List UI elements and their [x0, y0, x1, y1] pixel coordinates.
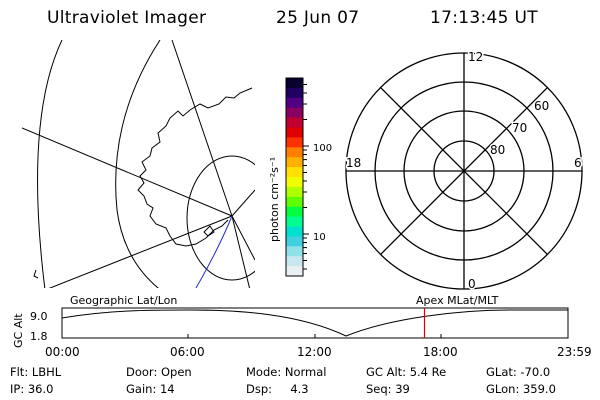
- ip-field: IP: 36.0: [10, 382, 54, 396]
- mlt-label-12: 12: [468, 50, 483, 64]
- colorbar-cell: [286, 236, 303, 247]
- map-meridian-2: [48, 215, 233, 288]
- colorbar-cell: [286, 87, 303, 99]
- map-latitude-arc-outer: [37, 40, 63, 288]
- colorbar-cell: [286, 186, 303, 198]
- colorbar-cell: [286, 246, 303, 257]
- timeline-x-tick-0000: 00:00: [45, 345, 80, 359]
- colorbar-cell: [286, 177, 303, 188]
- dsp-value: 4.3: [290, 382, 309, 396]
- colorbar-cell: [286, 206, 303, 218]
- timeline-y-axis-label: GC Alt: [12, 313, 25, 348]
- map-meridian-1: [22, 127, 233, 217]
- mode-field: Mode: Normal: [246, 365, 327, 379]
- colorbar-cell: [286, 167, 303, 178]
- colorbar-cell: [286, 216, 303, 227]
- mlt-label-0: 0: [468, 277, 476, 291]
- polar-diagonal-2: [380, 87, 548, 255]
- map-meridian-5: [231, 215, 255, 261]
- timeline-x-tick-2359: 23:59: [557, 345, 592, 359]
- mlt-label-6: 6: [574, 156, 582, 170]
- glon-value: 359.0: [522, 382, 556, 396]
- colorbar-tick-label-100: 100: [313, 143, 332, 154]
- gain-field: Gain: 14: [126, 382, 175, 396]
- mode-value: Normal: [284, 365, 327, 379]
- timeline-frame: [61, 307, 569, 339]
- dsp-field: Dsp: 4.3: [246, 382, 309, 396]
- door-field: Door: Open: [126, 365, 192, 379]
- colorbar-unit-label: photon cm⁻²s⁻¹: [270, 157, 281, 242]
- colorbar: 100 10 photon cm⁻²s⁻¹: [270, 77, 332, 277]
- seq-value: 39: [395, 382, 410, 396]
- timeline-y-tick-high: 9.0: [30, 310, 48, 323]
- satellite-track: [195, 215, 233, 288]
- map-meridian-6: [231, 215, 251, 288]
- colorbar-tick-label-10: 10: [313, 232, 326, 243]
- glat-value: -70.0: [520, 365, 551, 379]
- mlt-label-18: 18: [346, 156, 361, 170]
- colorbar-frame: [285, 77, 304, 277]
- colorbar-cell: [286, 117, 303, 128]
- timeline-right-title: Apex MLat/MLT: [416, 294, 499, 307]
- timeline-x-tick-0600: 06:00: [170, 345, 205, 359]
- gcalt-field: GC Alt: 5.4 Re: [366, 365, 447, 379]
- colorbar-cell: [286, 127, 303, 138]
- door-value: Open: [160, 365, 192, 379]
- lat-label-80: 80: [490, 143, 505, 157]
- altitude-timeline: GC Alt 9.0 1.8 00:00 06:00 12:00 18:00 2…: [12, 307, 592, 359]
- map-coastline-detail: [203, 225, 215, 237]
- gcalt-value: 5.4 Re: [409, 365, 447, 379]
- map-meridian-3: [171, 40, 233, 217]
- gain-value: 14: [159, 382, 175, 396]
- map-meridian-4: [231, 189, 255, 217]
- map-coastline: [137, 87, 253, 247]
- date-label: 25 Jun 07: [276, 8, 360, 28]
- lat-label-70: 70: [512, 121, 527, 135]
- timeline-left-title: Geographic Lat/Lon: [70, 294, 178, 307]
- flt-value: LBHL: [31, 365, 62, 379]
- time-label: 17:13:45 UT: [430, 8, 538, 28]
- instrument-title: Ultraviolet Imager: [47, 8, 207, 28]
- colorbar-cell: [286, 147, 303, 158]
- colorbar-cell: [286, 107, 303, 119]
- flt-field: Flt: LBHL: [10, 365, 62, 379]
- colorbar-cell: [286, 196, 303, 208]
- altitude-curve: [61, 309, 568, 337]
- glon-field: GLon: 359.0: [486, 382, 556, 396]
- glat-field: GLat: -70.0: [486, 365, 551, 379]
- seq-field: Seq: 39: [366, 382, 410, 396]
- colorbar-cell: [286, 78, 303, 89]
- polar-mlt-plot: 12 18 6 0 60 70 80: [345, 49, 584, 293]
- colorbar-cell: [286, 226, 303, 237]
- colorbar-cell: [286, 157, 303, 168]
- timeline-x-tick-1200: 12:00: [297, 345, 332, 359]
- colorbar-cell: [286, 97, 303, 109]
- colorbar-cell: [286, 256, 303, 267]
- map-latitude-arc-middle: [115, 40, 161, 288]
- timeline-x-tick-1800: 18:00: [423, 345, 458, 359]
- lat-label-60: 60: [534, 99, 549, 113]
- colorbar-cell: [286, 137, 303, 148]
- colorbar-cell: [286, 266, 303, 277]
- map-latitude-ring: [186, 155, 255, 281]
- ip-value: 36.0: [27, 382, 54, 396]
- map-island: [33, 269, 39, 279]
- timeline-y-tick-low: 1.8: [30, 330, 48, 343]
